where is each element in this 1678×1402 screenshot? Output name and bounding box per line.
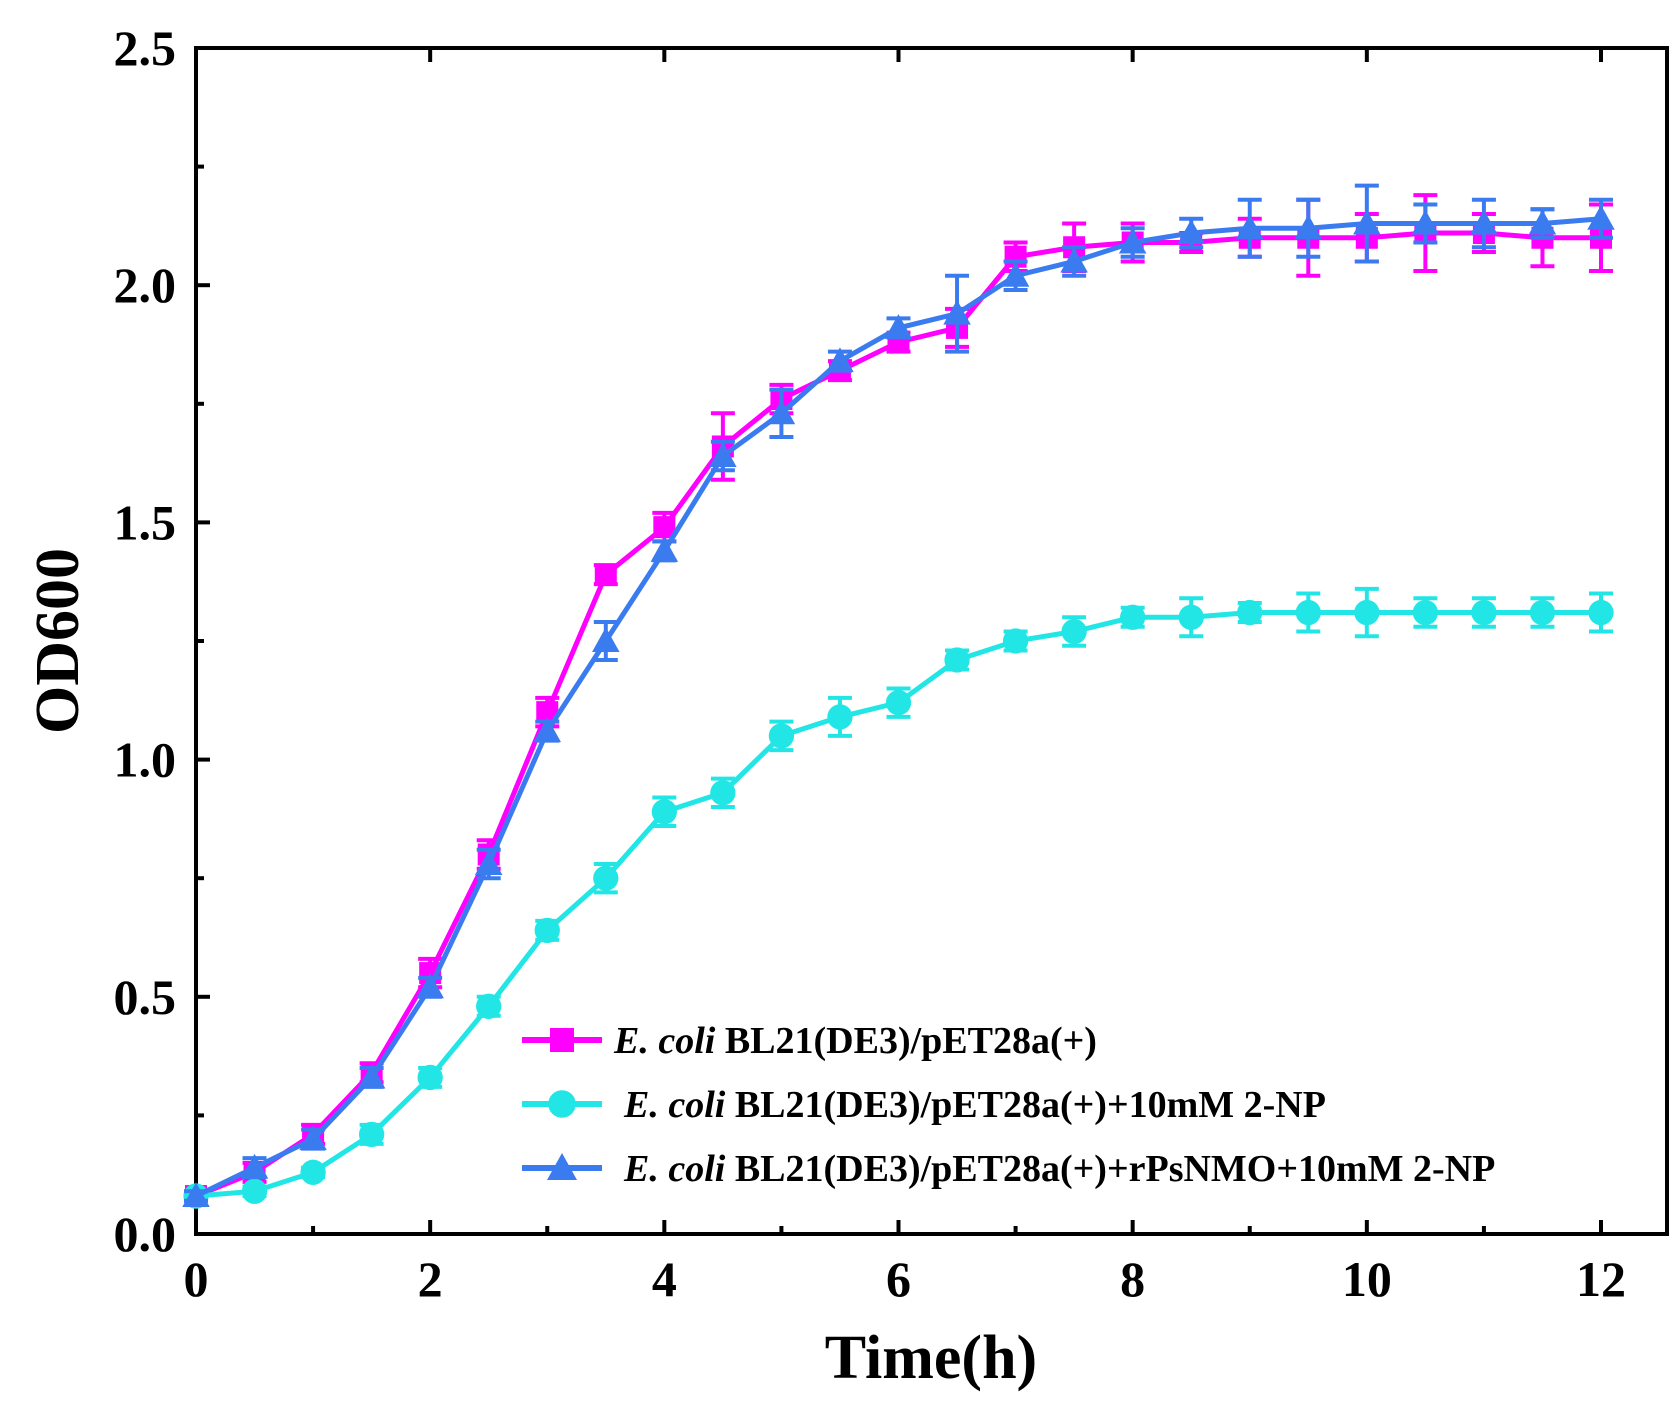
y-tick-label: 2.0 [114, 257, 177, 313]
data-point [1411, 209, 1440, 235]
data-point [476, 993, 502, 1019]
data-point [357, 1063, 386, 1089]
data-point [1353, 209, 1381, 235]
legend-species: E. coli [613, 1020, 716, 1062]
data-point [1061, 618, 1087, 645]
data-point [653, 516, 676, 539]
data-point [417, 1064, 443, 1091]
data-point [1178, 604, 1204, 630]
y-tick-label: 0.5 [114, 969, 177, 1025]
y-axis-title: OD600 [24, 548, 92, 734]
data-point [1002, 628, 1029, 654]
legend-label: E. coli BL21(DE3)/pET28a(+) [613, 1020, 1097, 1062]
data-point [1294, 214, 1323, 240]
data-point [884, 314, 913, 339]
data-point [943, 299, 971, 325]
data-point [709, 442, 737, 467]
data-point [592, 627, 620, 652]
data-point [300, 1159, 326, 1185]
data-point [299, 1125, 327, 1151]
y-tick-label: 0.0 [114, 1206, 177, 1262]
data-point [885, 690, 912, 716]
x-tick-label: 4 [652, 1251, 677, 1307]
data-point [1471, 599, 1497, 626]
data-point [944, 647, 970, 673]
data-point [1588, 599, 1614, 626]
axis-ticks: 0 2 4 6 8 10 12 0.0 0.5 1.0 1.5 2.0 2.5 [114, 20, 1627, 1307]
legend-label: E. coli BL21(DE3)/pET28a(+)+rPsNMO+10mM … [623, 1148, 1495, 1190]
data-point [710, 780, 736, 806]
y-tick-label: 2.5 [114, 20, 177, 76]
data-point [827, 704, 853, 730]
y-tick-label: 1.0 [114, 732, 177, 788]
data-point [1237, 599, 1263, 626]
data-point [593, 865, 619, 891]
data-point [1529, 599, 1556, 626]
x-axis-title: Time(h) [825, 1324, 1037, 1392]
data-point [1295, 599, 1321, 626]
x-tick-label: 12 [1576, 1251, 1626, 1307]
data-point [1177, 219, 1205, 245]
data-point [1354, 599, 1380, 626]
y-tick-label: 1.5 [114, 494, 177, 550]
series-triangle [182, 183, 1615, 1208]
data-point [1470, 209, 1498, 235]
data-point [1587, 205, 1615, 230]
data-point [650, 537, 679, 562]
data-point [358, 1121, 385, 1148]
data-point [767, 399, 796, 425]
legend-item: E. coli BL21(DE3)/pET28a(+)+10mM 2-NP [522, 1084, 1326, 1126]
data-point [1120, 604, 1146, 630]
legend-swatch-marker [548, 1090, 576, 1118]
legend-species: E. coli [623, 1148, 726, 1190]
x-tick-label: 10 [1342, 1251, 1392, 1307]
legend-item: E. coli BL21(DE3)/pET28a(+)+rPsNMO+10mM … [522, 1148, 1495, 1190]
data-point [826, 347, 854, 373]
legend-item: E. coli BL21(DE3)/pET28a(+) [522, 1020, 1097, 1062]
data-point [1001, 261, 1030, 287]
legend-strain: BL21(DE3)/pET28a(+) [715, 1020, 1097, 1062]
data-point [534, 917, 560, 944]
data-point [768, 723, 795, 749]
data-point [1118, 228, 1147, 254]
data-point [1528, 209, 1557, 235]
legend: E. coli BL21(DE3)/pET28a(+)E. coli BL21(… [522, 1020, 1495, 1190]
legend-strain: BL21(DE3)/pET28a(+)+10mM 2-NP [725, 1084, 1326, 1126]
data-point [1060, 247, 1088, 273]
series-circle [183, 586, 1614, 1209]
data-point [651, 799, 677, 825]
data-point [240, 1153, 269, 1179]
legend-strain: BL21(DE3)/pET28a(+)+rPsNMO+10mM 2-NP [725, 1148, 1495, 1190]
data-point [1412, 599, 1439, 626]
data-point [241, 1178, 268, 1204]
series-layer [182, 183, 1615, 1209]
x-tick-label: 6 [886, 1251, 911, 1307]
data-point [594, 563, 617, 586]
data-point [536, 701, 559, 724]
legend-swatch-marker [550, 1028, 574, 1052]
legend-label: E. coli BL21(DE3)/pET28a(+)+10mM 2-NP [623, 1084, 1326, 1126]
x-tick-label: 8 [1120, 1251, 1145, 1307]
data-point [416, 973, 444, 999]
data-point [474, 850, 503, 875]
legend-species: E. coli [623, 1084, 726, 1126]
x-tick-label: 2 [418, 1251, 443, 1307]
x-tick-label: 0 [184, 1251, 209, 1307]
data-point [1236, 214, 1264, 240]
data-point [182, 1182, 210, 1208]
data-point [533, 717, 561, 743]
legend-swatch-marker [547, 1153, 577, 1180]
